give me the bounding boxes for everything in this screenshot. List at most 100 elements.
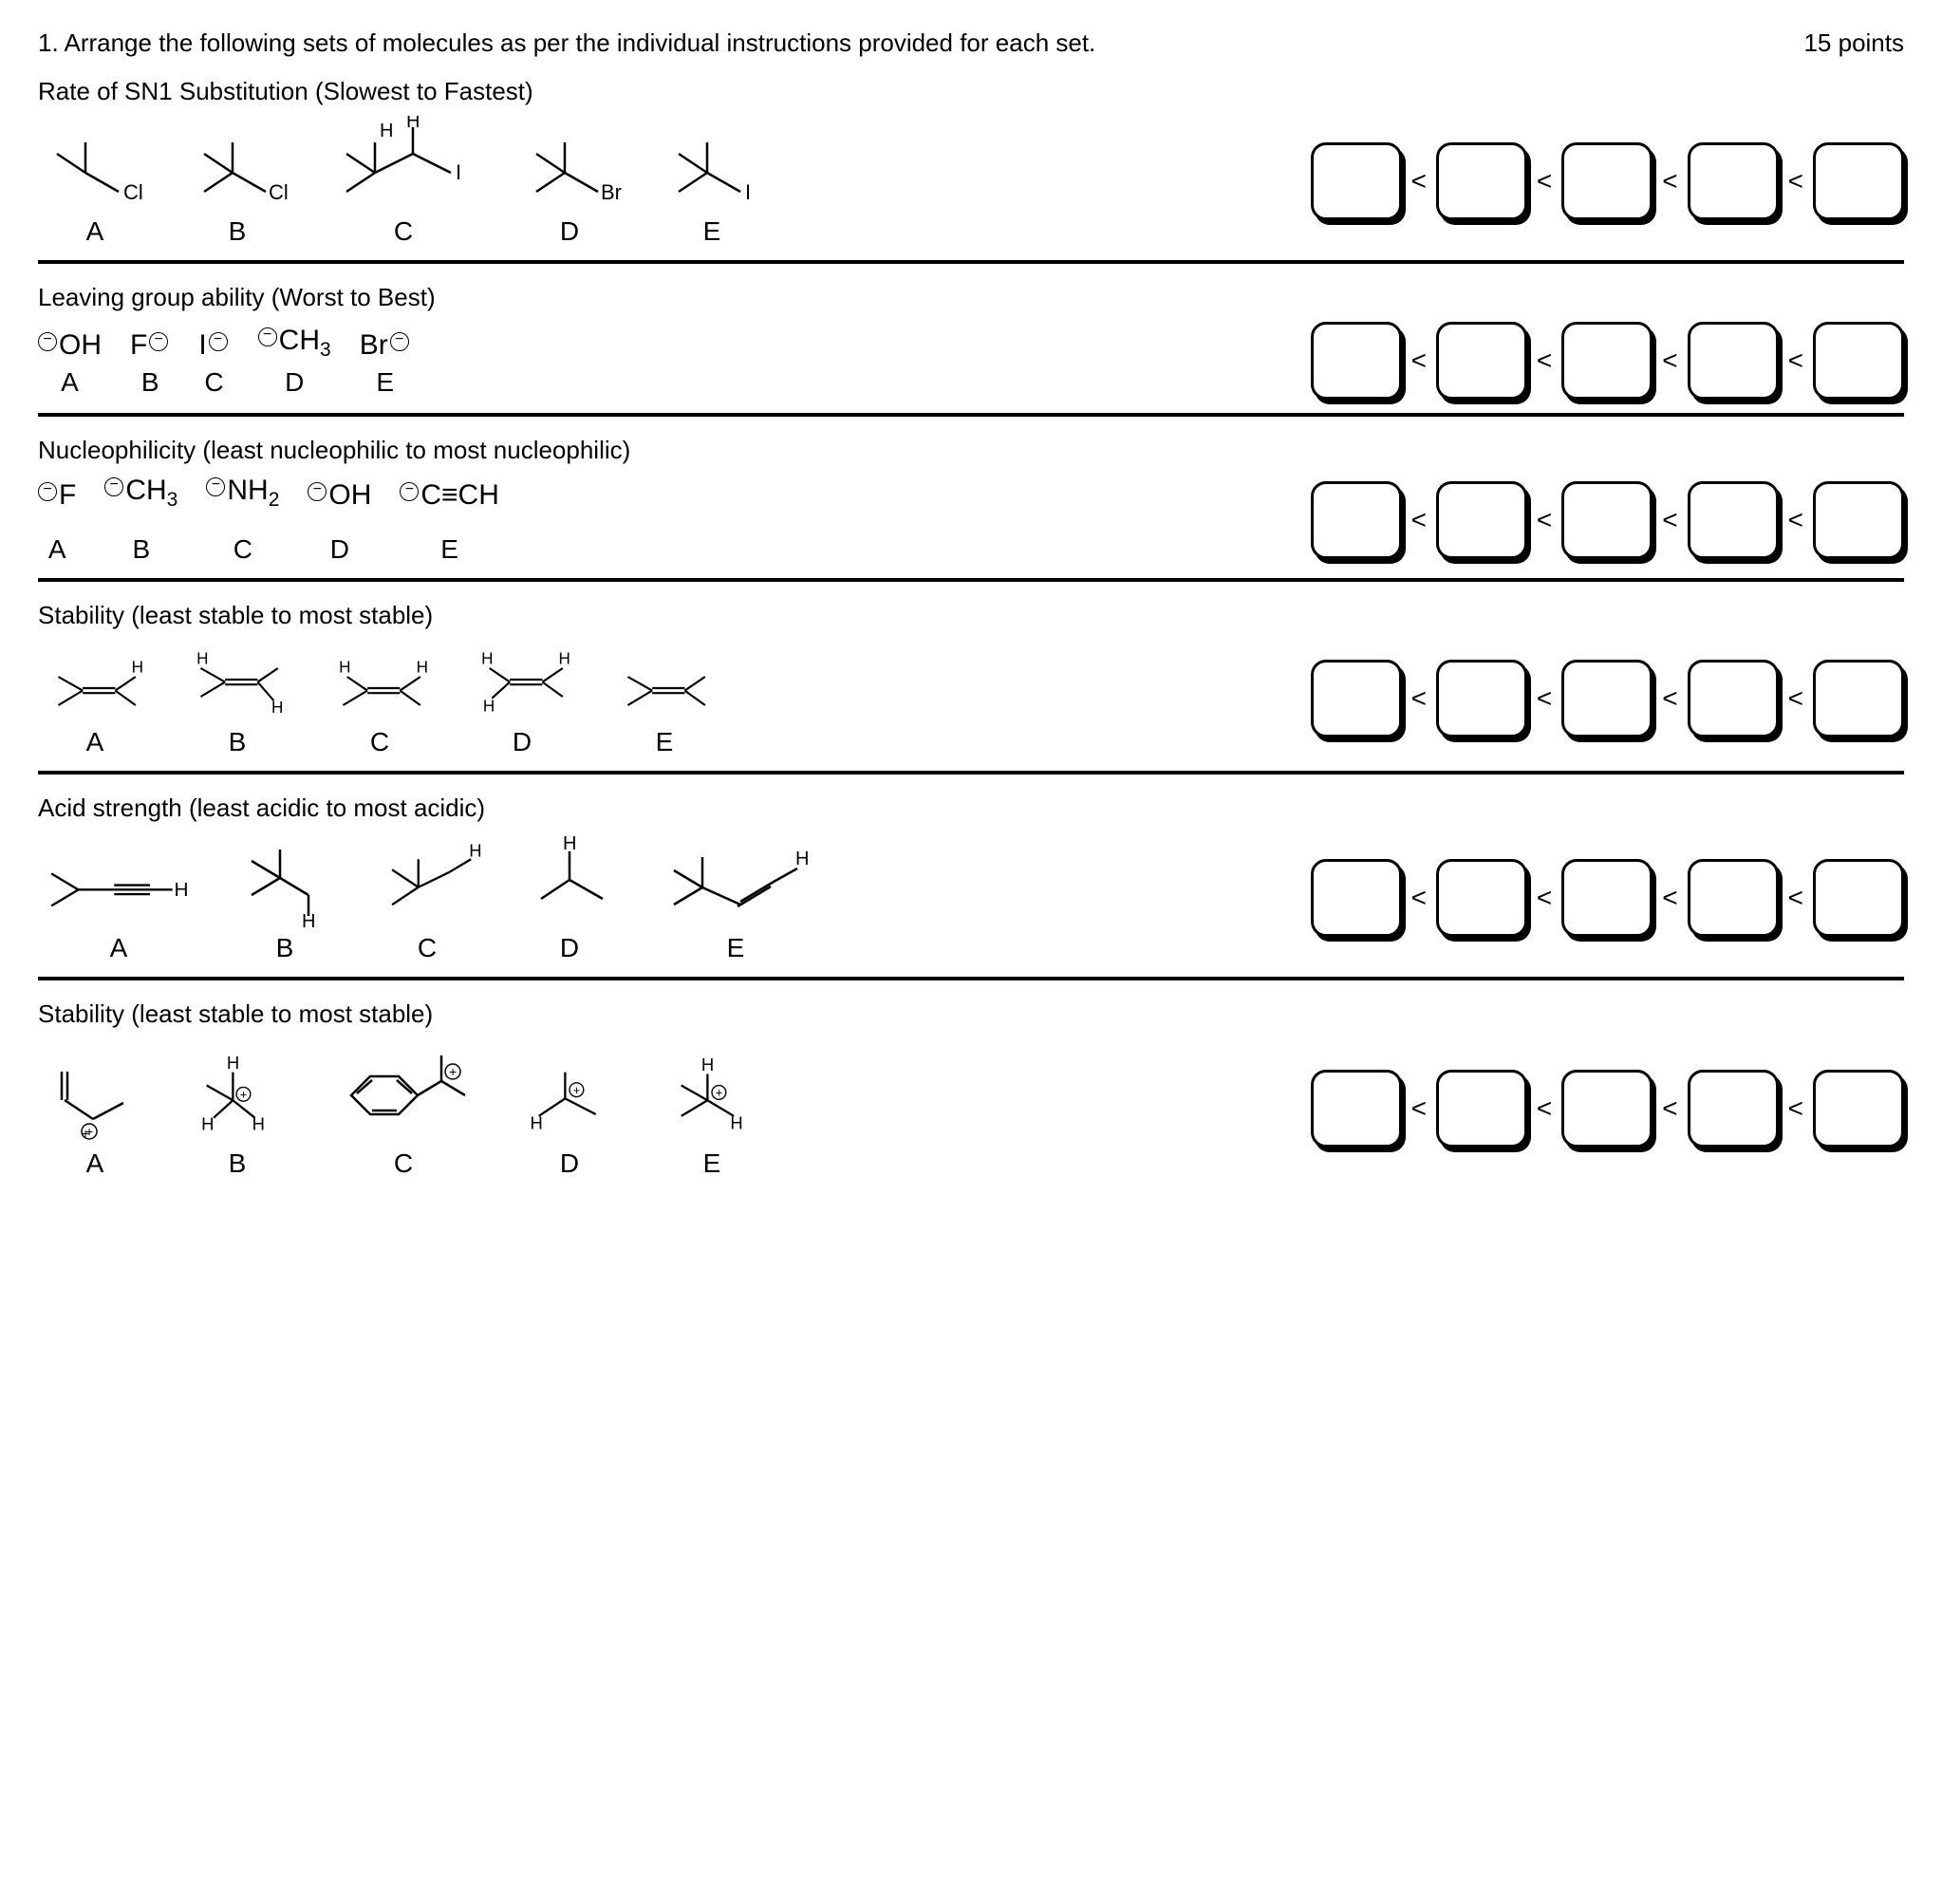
answer-box[interactable] [1688,660,1779,737]
answer-box[interactable] [1561,481,1653,559]
svg-text:Cl: Cl [123,180,143,204]
answer-box[interactable] [1813,660,1904,737]
answer-box[interactable] [1436,322,1527,400]
less-than-icon: < [1786,1093,1805,1124]
answer-box[interactable] [1688,1070,1779,1148]
answer-box[interactable] [1813,142,1904,220]
answer-box[interactable] [1561,660,1653,737]
structure-icon: H H + [655,1046,769,1143]
molecule-c: H H I C [323,116,484,247]
answer-box[interactable] [1688,859,1779,937]
svg-text:H: H [417,657,428,676]
molecule-d: H + D [513,1046,626,1179]
answer-box[interactable] [1561,142,1653,220]
answer-box[interactable] [1688,481,1779,559]
points-text: 15 points [1803,28,1904,58]
less-than-icon: < [1410,883,1428,913]
answer-box[interactable] [1813,481,1904,559]
svg-text:I: I [456,160,461,184]
anion-text: Br− [360,329,411,362]
molecule-c: I− C [198,329,229,398]
answer-box[interactable] [1311,859,1402,937]
svg-text:H: H [730,1113,742,1133]
less-than-icon: < [1660,683,1679,714]
svg-text:+: + [449,1064,457,1079]
molecule-label: D [560,216,579,247]
answer-box[interactable] [1311,660,1402,737]
svg-text:H: H [271,698,283,717]
molecule-e: H E [655,832,816,963]
answer-box[interactable] [1688,142,1779,220]
answer-box[interactable] [1436,142,1527,220]
answer-box[interactable] [1561,1070,1653,1148]
svg-text:H: H [252,1114,265,1134]
structure-icon: Cl [180,125,294,211]
less-than-icon: < [1786,505,1805,535]
molecule-d: Br D [513,125,626,247]
less-than-icon: < [1535,883,1554,913]
molecule-a: H A [38,648,152,757]
answer-box[interactable] [1436,481,1527,559]
molecule-b: Cl B [180,125,294,247]
answer-box[interactable] [1813,322,1904,400]
molecule-label: E [440,534,458,565]
molecule-a: Cl A [38,125,152,247]
answer-row: < < < < [1311,481,1904,559]
molecule-b: F− B [130,329,170,398]
molecule-label: B [229,216,247,247]
less-than-icon: < [1660,1093,1679,1124]
molecule-row: Cl A Cl B [38,116,769,247]
answer-box[interactable] [1561,859,1653,937]
answer-box[interactable] [1436,859,1527,937]
less-than-icon: < [1410,505,1428,535]
answer-box[interactable] [1311,1070,1402,1148]
svg-text:I: I [745,180,751,204]
molecule-label: A [48,534,66,565]
answer-box[interactable] [1688,322,1779,400]
svg-text:H: H [380,121,393,141]
structure-icon: H [228,832,342,927]
answer-row: < < < < [1311,1070,1904,1148]
svg-text:Br: Br [601,180,622,204]
structure-icon: H [38,847,199,927]
less-than-icon: < [1660,166,1679,196]
section-title: Acid strength (least acidic to most acid… [38,793,1904,823]
svg-text:H: H [563,833,576,854]
structure-icon: H [655,832,816,927]
molecule-label: E [727,933,745,963]
section-sn1: Rate of SN1 Substitution (Slowest to Fas… [38,77,1904,264]
less-than-icon: < [1535,1093,1554,1124]
molecule-label: C [233,534,252,565]
molecule-label: A [86,727,104,757]
structure-icon: H [38,648,152,721]
molecule-label: E [703,216,721,247]
section-alkene-stability: Stability (least stable to most stable) … [38,601,1904,775]
molecule-label: B [229,727,247,757]
svg-text:H: H [227,1053,239,1073]
svg-text:H: H [469,841,481,861]
answer-box[interactable] [1436,1070,1527,1148]
anion-text: −F [38,479,76,512]
anion-text: −OH [308,479,371,512]
less-than-icon: < [1660,505,1679,535]
answer-box[interactable] [1311,481,1402,559]
structure-icon: H [513,832,626,927]
svg-text:H: H [406,116,420,132]
svg-text:H: H [483,696,495,715]
answer-box[interactable] [1311,322,1402,400]
answer-box[interactable] [1561,322,1653,400]
divider [38,977,1904,980]
answer-box[interactable] [1813,1070,1904,1148]
svg-text:H: H [132,657,143,676]
answer-box[interactable] [1311,142,1402,220]
molecule-c: −NH2 C [206,475,279,565]
answer-box[interactable] [1813,859,1904,937]
svg-text:H: H [481,649,493,668]
molecule-row: H A H H B [38,640,721,757]
less-than-icon: < [1410,345,1428,376]
answer-row: < < < < [1311,322,1904,400]
answer-box[interactable] [1436,660,1527,737]
question-text: 1. Arrange the following sets of molecul… [38,28,1095,58]
svg-text:H: H [302,911,315,927]
molecule-label: D [513,727,532,757]
